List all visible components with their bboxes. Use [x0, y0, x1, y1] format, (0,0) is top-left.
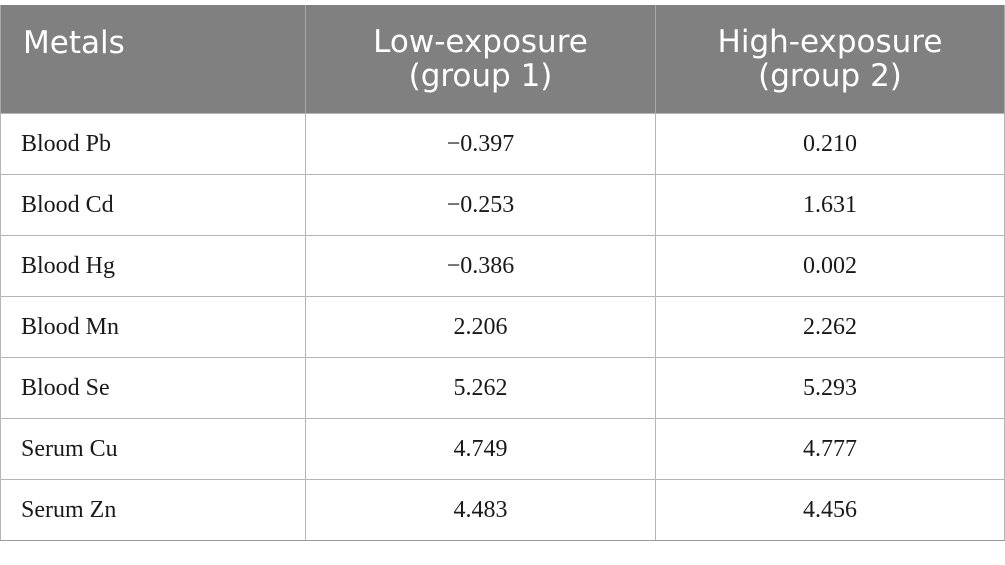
cell-metal: Serum Zn	[0, 479, 306, 541]
table-row: Blood Mn 2.206 2.262	[0, 296, 1005, 358]
cell-high-exposure: 4.777	[655, 418, 1005, 480]
table-row: Blood Hg −0.386 0.002	[0, 235, 1005, 297]
cell-metal: Serum Cu	[0, 418, 306, 480]
table-header: Metals Low-exposure (group 1) High-expos…	[0, 5, 1005, 114]
table-body: Blood Pb −0.397 0.210 Blood Cd −0.253 1.…	[0, 113, 1005, 541]
cell-low-exposure: −0.397	[305, 113, 656, 175]
header-low-exposure-line1: Low-exposure	[373, 24, 588, 60]
cell-metal: Blood Pb	[0, 113, 306, 175]
header-metals: Metals	[0, 5, 306, 114]
table-row: Serum Cu 4.749 4.777	[0, 418, 1005, 480]
cell-high-exposure: 1.631	[655, 174, 1005, 236]
cell-high-exposure: 4.456	[655, 479, 1005, 541]
cell-high-exposure: 0.002	[655, 235, 1005, 297]
cell-low-exposure: 4.483	[305, 479, 656, 541]
header-high-exposure-line1: High-exposure	[717, 24, 943, 60]
table-row: Blood Pb −0.397 0.210	[0, 113, 1005, 175]
cell-metal: Blood Mn	[0, 296, 306, 358]
cell-high-exposure: 5.293	[655, 357, 1005, 419]
cell-metal: Blood Se	[0, 357, 306, 419]
cell-high-exposure: 0.210	[655, 113, 1005, 175]
header-high-exposure-line2: (group 2)	[758, 58, 902, 94]
cell-low-exposure: 4.749	[305, 418, 656, 480]
table-row: Blood Cd −0.253 1.631	[0, 174, 1005, 236]
header-low-exposure-line2: (group 1)	[408, 58, 553, 94]
cell-metal: Blood Hg	[0, 235, 306, 297]
metals-table-container: Metals Low-exposure (group 1) High-expos…	[0, 5, 1005, 541]
table-row: Blood Se 5.262 5.293	[0, 357, 1005, 419]
header-row: Metals Low-exposure (group 1) High-expos…	[0, 5, 1005, 114]
header-low-exposure: Low-exposure (group 1)	[305, 5, 656, 114]
cell-low-exposure: 2.206	[305, 296, 656, 358]
cell-low-exposure: 5.262	[305, 357, 656, 419]
header-high-exposure: High-exposure (group 2)	[655, 5, 1005, 114]
cell-low-exposure: −0.253	[305, 174, 656, 236]
cell-metal: Blood Cd	[0, 174, 306, 236]
cell-high-exposure: 2.262	[655, 296, 1005, 358]
table-row: Serum Zn 4.483 4.456	[0, 479, 1005, 541]
metals-table: Metals Low-exposure (group 1) High-expos…	[0, 5, 1005, 541]
cell-low-exposure: −0.386	[305, 235, 656, 297]
